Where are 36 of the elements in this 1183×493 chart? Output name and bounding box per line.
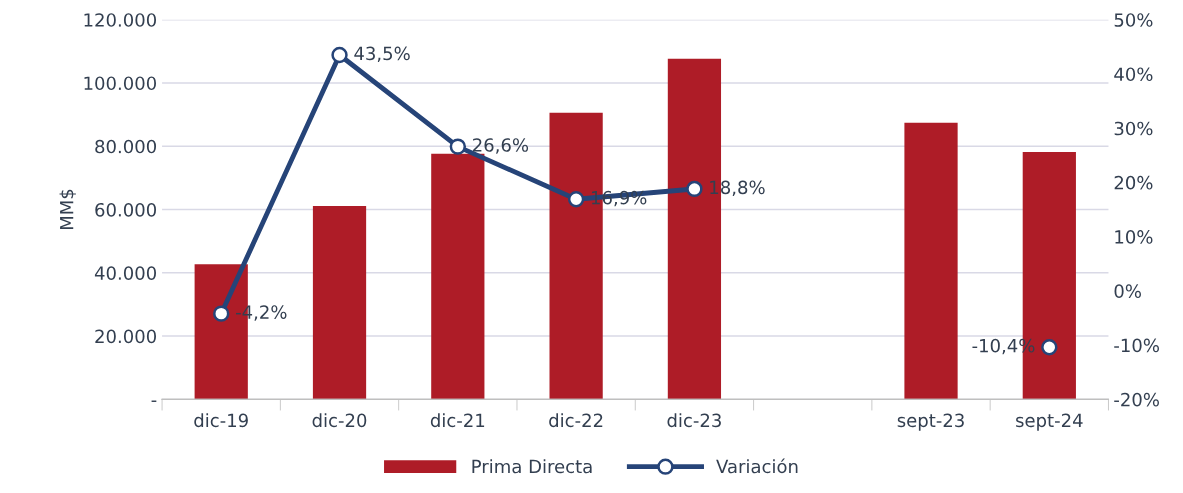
y2-tick-label: -20%	[1114, 392, 1159, 407]
y2-tick-label: 0%	[1114, 284, 1141, 298]
y-tick-label: 40.000	[94, 266, 157, 280]
data-label: 26,6%	[473, 138, 529, 154]
x-tick-label: dic-23	[667, 413, 721, 428]
x-tick-label: sept-24	[1016, 413, 1083, 431]
x-tick-label: dic-22	[549, 413, 603, 428]
y2-tick-label: 20%	[1114, 175, 1153, 190]
y-tick-label: 60.000	[95, 202, 157, 217]
y-tick-label: -	[151, 400, 157, 402]
point	[331, 46, 348, 64]
x-tick-label: dic-20	[312, 413, 367, 428]
legend-label: Variación	[716, 458, 798, 474]
x-tick-label: sept-23	[897, 413, 964, 431]
legend-label: Prima Directa	[472, 459, 592, 474]
y-tick-label: 120.000	[84, 13, 157, 27]
point	[686, 180, 703, 198]
bar	[904, 122, 958, 400]
y2-tick-label: 50%	[1114, 13, 1153, 27]
bar	[431, 153, 485, 400]
y2-tick-label: 40%	[1114, 67, 1153, 82]
y2-tick-label: 30%	[1114, 121, 1153, 136]
y-axis-title: MM$	[59, 189, 76, 230]
x-tick-label: dic-19	[194, 413, 248, 428]
y-tick-label: 80.000	[95, 139, 157, 154]
point	[567, 191, 585, 208]
y2-tick-label: 10%	[1115, 230, 1153, 244]
y-tick-label: 20.000	[95, 329, 157, 344]
point	[213, 305, 230, 322]
bar	[312, 206, 367, 400]
point	[449, 138, 467, 155]
y-tick-label: 100.000	[84, 76, 157, 91]
point	[1041, 339, 1058, 356]
y2-tick-label: -10%	[1114, 338, 1159, 353]
data-label: 43,5%	[354, 46, 410, 63]
x-tick-label: dic-21	[430, 413, 485, 428]
